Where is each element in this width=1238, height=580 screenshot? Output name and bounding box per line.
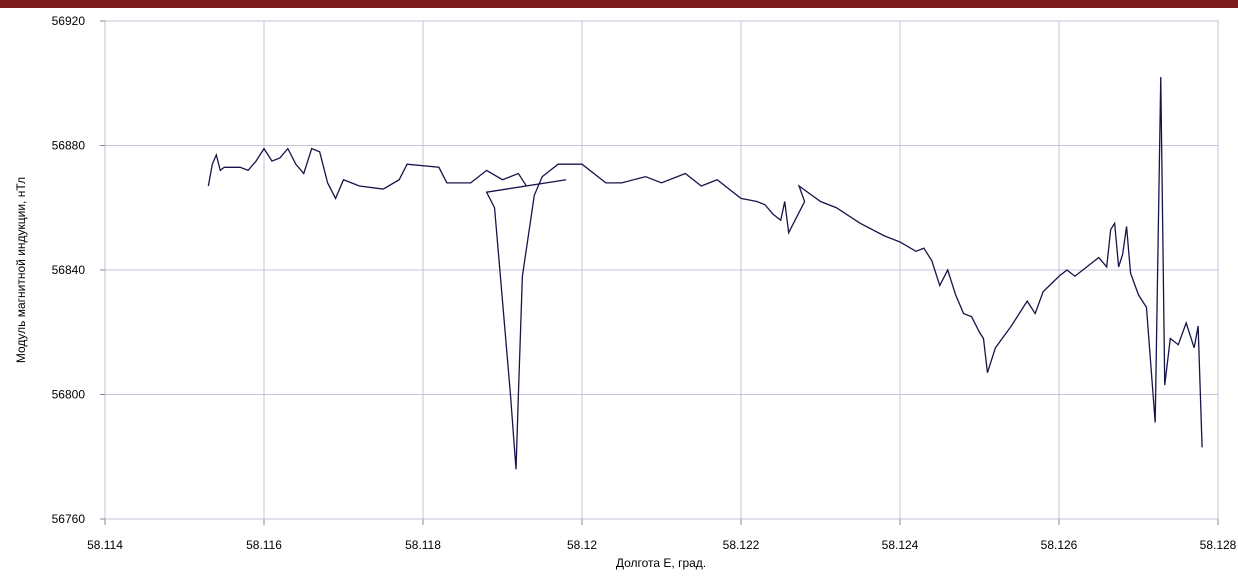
y-tick-label: 56840 (52, 263, 86, 277)
x-tick-label: 58.114 (87, 538, 123, 552)
y-tick-label: 56880 (52, 139, 86, 153)
x-tick-label: 58.128 (1200, 538, 1237, 552)
data-line (207, 77, 1203, 470)
y-tick-label: 56800 (52, 388, 86, 402)
x-tick-label: 58.118 (405, 538, 441, 552)
x-tick-label: 58.12 (567, 538, 597, 552)
y-tick-label: 56760 (52, 512, 86, 526)
x-tick-label: 58.124 (882, 538, 919, 552)
x-tick-label: 58.116 (246, 538, 282, 552)
x-axis-label: Долгота Е, град. (616, 556, 706, 570)
y-tick-label: 56920 (52, 14, 86, 28)
x-tick-label: 58.126 (1041, 538, 1078, 552)
y-axis-label: Модуль магнитной индукции, нТл (14, 177, 28, 363)
x-tick-label: 58.122 (723, 538, 760, 552)
top-bar (0, 0, 1238, 8)
